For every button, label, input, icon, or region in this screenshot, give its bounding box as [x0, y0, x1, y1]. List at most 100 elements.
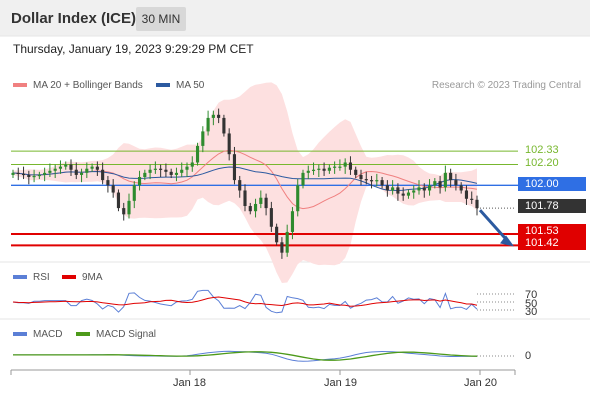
candle-body: [21, 173, 26, 176]
candle-body: [195, 145, 200, 163]
rsi-ma-swatch: [62, 275, 76, 280]
candle-body: [454, 180, 458, 186]
candle-body: [359, 174, 363, 180]
macd-tick-0: 0: [525, 350, 532, 362]
candle-body: [122, 208, 126, 215]
legend-rsi: RSI: [13, 272, 50, 283]
candle-body: [269, 208, 273, 227]
candle-body: [364, 179, 368, 181]
legend-macd-signal: MACD Signal: [76, 329, 156, 340]
rsi-tick-30: 30: [525, 306, 538, 318]
candle-body: [470, 198, 474, 200]
candle-body: [322, 168, 326, 171]
candle-body: [32, 175, 36, 178]
candle-body: [169, 171, 173, 175]
candle-body: [275, 226, 279, 243]
x-tick-jan20: Jan 20: [464, 377, 498, 389]
candle-body: [243, 190, 247, 207]
legend-ma20-bb: MA 20 + Bollinger Bands: [13, 80, 143, 91]
candle-body: [116, 192, 121, 209]
candle-body: [348, 162, 353, 170]
candle-body: [443, 172, 447, 188]
legend-ma20-label: MA 20 + Bollinger Bands: [33, 80, 143, 91]
candle-body: [127, 200, 131, 215]
candle-body: [385, 185, 389, 191]
candle-body: [190, 162, 194, 167]
r1-label: 102.20: [525, 157, 559, 169]
candle-body: [327, 167, 331, 171]
chart-title: Dollar Index (ICE): [11, 10, 137, 27]
candle-body: [475, 199, 479, 209]
s1-label: 101.53: [525, 225, 559, 237]
candle-body: [132, 185, 136, 201]
macd-swatch: [13, 332, 27, 337]
candle-body: [185, 166, 189, 170]
candle-body: [406, 192, 411, 196]
candle-body: [69, 164, 73, 170]
candle-body: [206, 117, 210, 132]
r2-label: 102.33: [525, 144, 559, 156]
candle-body: [95, 166, 99, 170]
candle-body: [259, 197, 263, 204]
candle-body: [369, 180, 374, 182]
legend-rsi-ma-label: 9MA: [82, 272, 103, 283]
candle-body: [180, 169, 184, 173]
rsi-ma-line: [12, 296, 478, 307]
candle-body: [64, 164, 68, 167]
candle-body: [311, 169, 316, 171]
candle-body: [232, 154, 237, 181]
credit-text: Research © 2023 Trading Central: [431, 80, 581, 91]
candle-body: [174, 172, 179, 175]
pivot-price-box: 102.00: [518, 177, 586, 191]
timeframe-button[interactable]: 30 MIN: [136, 7, 186, 31]
candle-body: [301, 172, 305, 186]
rsi-tick-70: 70: [525, 289, 538, 301]
candle-body: [148, 169, 152, 173]
candle-body: [433, 181, 437, 186]
candle-body: [164, 169, 168, 172]
candle-body: [333, 166, 337, 168]
candle-body: [58, 166, 63, 169]
forecast-arrow-head: [500, 235, 514, 247]
macd-signal-line: [13, 351, 478, 361]
candle-body: [11, 172, 15, 175]
candle-body: [253, 203, 258, 212]
ma20-swatch: [13, 83, 27, 88]
candle-body: [396, 187, 400, 194]
x-tick-jan19: Jan 19: [324, 377, 358, 389]
rsi-tick-50: 50: [525, 298, 538, 310]
candle-body: [343, 162, 347, 167]
candle-body: [422, 187, 426, 191]
candle-body: [459, 185, 463, 191]
candle-body: [375, 180, 379, 182]
rsi-line: [12, 289, 478, 314]
candle-body: [48, 170, 52, 173]
candle-body: [43, 172, 47, 175]
candle-body: [217, 114, 221, 118]
candle-body: [159, 168, 163, 170]
legend-rsi-ma: 9MA: [62, 272, 103, 283]
candle-body: [90, 166, 94, 169]
candle-body: [449, 172, 453, 181]
candle-body: [306, 170, 310, 173]
candle-body: [401, 193, 405, 196]
x-tick-jan18: Jan 18: [173, 377, 207, 389]
candle-body: [248, 206, 252, 212]
candle-body: [464, 190, 469, 199]
legend-ma50: MA 50: [156, 80, 204, 91]
candle-body: [222, 117, 226, 134]
candle-body: [290, 211, 295, 232]
candle-body: [74, 169, 78, 175]
last-price-box: 101.78: [518, 199, 586, 213]
candle-body: [338, 166, 342, 168]
candle-body: [143, 172, 147, 177]
candle-body: [280, 242, 284, 253]
candle-body: [53, 168, 57, 171]
candle-body: [296, 185, 300, 212]
macd-line: [13, 350, 477, 362]
candle-body: [211, 114, 215, 118]
candle-body: [427, 185, 432, 191]
candle-body: [37, 174, 41, 177]
candle-body: [412, 190, 416, 193]
